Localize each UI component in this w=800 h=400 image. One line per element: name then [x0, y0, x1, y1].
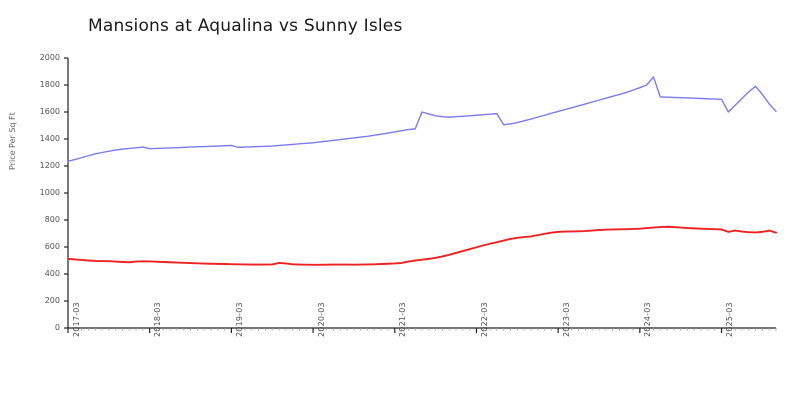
y-axis-tick-label: 0 — [54, 323, 60, 332]
y-axis-tick-marks — [64, 57, 68, 329]
y-axis-tick-label: 1400 — [39, 134, 60, 143]
chart-title: Mansions at Aqualina vs Sunny Isles — [88, 16, 403, 36]
x-axis-tick-marks — [67, 328, 777, 333]
y-axis-tick-label: 200 — [44, 296, 60, 305]
y-axis-tick-label: 600 — [44, 242, 60, 251]
y-axis-tick-label: 1600 — [39, 107, 60, 116]
y-axis-tick-label: 1200 — [39, 161, 60, 170]
y-axis-tick-label: 2000 — [39, 53, 60, 62]
y-axis-tick-label: 800 — [44, 215, 60, 224]
y-axis-tick-label: 1800 — [39, 80, 60, 89]
y-axis-tick-label: 400 — [44, 269, 60, 278]
axis-lines — [67, 58, 776, 329]
series-lines — [67, 76, 777, 266]
y-axis-tick-label: 1000 — [39, 188, 60, 197]
